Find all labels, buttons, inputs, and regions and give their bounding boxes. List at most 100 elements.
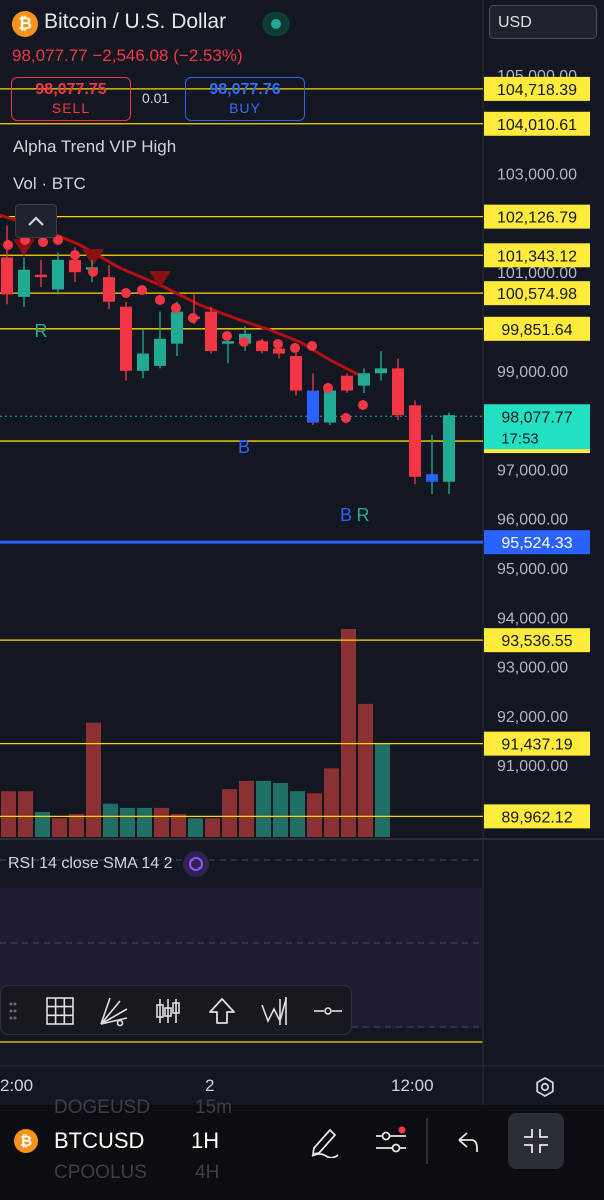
indicator-volume[interactable]: Vol · BTC — [13, 174, 86, 193]
candle-body — [426, 474, 438, 482]
gear-icon[interactable] — [534, 1076, 556, 1098]
market-status-icon[interactable] — [262, 12, 290, 36]
candle-body — [120, 306, 132, 371]
sliders-icon[interactable] — [374, 1126, 408, 1161]
collapse-icon[interactable] — [508, 1113, 564, 1169]
price-axis-tick: 95,000.00 — [497, 561, 568, 578]
volume-bar — [154, 807, 169, 837]
volume-bar — [324, 768, 339, 837]
currency-selector[interactable]: USD — [489, 5, 597, 39]
signal-dot — [256, 340, 266, 350]
candle-body — [69, 259, 81, 273]
candle-body — [307, 390, 319, 423]
volume-bar — [358, 703, 373, 837]
chevron-up-icon — [28, 216, 44, 226]
undo-icon[interactable] — [455, 1130, 481, 1159]
candle-body — [35, 274, 47, 278]
price-level-tag — [484, 243, 590, 268]
sell-label: SELL — [51, 100, 91, 116]
candle-body — [443, 415, 455, 482]
volume-bar — [273, 782, 288, 837]
watchlist-ghost-tf-2: 4H — [195, 1162, 220, 1183]
candles-icon[interactable] — [151, 994, 185, 1028]
support-level-tag — [484, 530, 590, 555]
price-axis-tick: 91,000.00 — [497, 758, 568, 775]
candle-body — [1, 257, 13, 295]
bitcoin-icon: ₿ — [14, 1129, 38, 1153]
price-axis-tick: 99,000.00 — [497, 364, 568, 381]
volume-bar — [120, 807, 135, 837]
price-level-label: 102,126.79 — [497, 210, 577, 227]
candle-body — [273, 348, 285, 354]
sell-button[interactable]: 98,077.75 SELL — [11, 77, 131, 121]
candle-body — [222, 341, 234, 344]
volume-bar — [307, 793, 322, 837]
price-axis-tick: 92,000.00 — [497, 709, 568, 726]
support-level-label: 95,524.33 — [501, 535, 572, 552]
buy-button[interactable]: 98,077.76 BUY — [185, 77, 305, 121]
current-price-tag — [484, 404, 590, 450]
collapse-indicators-button[interactable] — [15, 204, 57, 238]
countdown-label: 17:53 — [501, 430, 539, 447]
price-level-label: 104,718.39 — [497, 82, 577, 99]
signal-dot — [205, 325, 215, 335]
price-level-label: 101,343.12 — [497, 248, 577, 265]
time-label-1: 2 — [205, 1076, 215, 1095]
volume-bar — [18, 791, 33, 837]
trend-marker — [82, 249, 104, 266]
indicator-alpha-trend[interactable]: Alpha Trend VIP High — [13, 137, 177, 156]
volume-bar — [137, 807, 152, 837]
price-level-tag — [484, 204, 590, 229]
price-axis-tick: 101,000.00 — [497, 265, 577, 282]
horizontal-ray-icon[interactable] — [311, 994, 345, 1028]
volume-bar — [239, 780, 254, 837]
pencil-icon[interactable] — [308, 1124, 340, 1163]
price-axis-tick: 97,000.00 — [497, 462, 568, 479]
volume-bar — [171, 814, 186, 837]
fib-fan-icon[interactable] — [97, 994, 131, 1028]
price-level-tag — [484, 316, 590, 341]
signal-dot — [3, 240, 13, 250]
time-label-0: 2:00 — [0, 1076, 34, 1095]
candle-body — [137, 353, 149, 371]
price-level-label: 91,437.19 — [501, 737, 572, 754]
drawing-toolbar — [0, 985, 352, 1035]
price-level-label: 89,962.12 — [501, 809, 572, 826]
signal-dot — [121, 288, 131, 298]
grid-icon[interactable] — [43, 994, 77, 1028]
sell-price: 98,077.75 — [35, 81, 107, 98]
arrow-up-icon[interactable] — [205, 994, 239, 1028]
signal-dot — [155, 295, 165, 305]
pattern-icon[interactable] — [257, 994, 291, 1028]
rsi-indicator-legend[interactable]: RSI 14 close SMA 14 2 — [8, 850, 209, 878]
signal-dot — [171, 303, 181, 313]
candle-body — [409, 405, 421, 477]
volume-bar — [188, 818, 203, 837]
volume-bar — [69, 814, 84, 837]
watchlist-ghost-symbol-2: CPOOLUS — [54, 1162, 147, 1183]
signal-dot — [188, 313, 198, 323]
toolbar-drag-handle[interactable] — [9, 992, 17, 1030]
signal-label: B — [340, 505, 352, 525]
volume-bar — [290, 791, 305, 837]
candle-body — [18, 269, 30, 297]
candle-body — [341, 375, 353, 391]
volume-bar — [222, 789, 237, 837]
watchlist-ghost-tf: 15m — [195, 1097, 232, 1118]
signal-dot — [273, 339, 283, 349]
price-level-tag — [484, 76, 590, 101]
current-price-label: 98,077.77 — [501, 409, 572, 426]
price-level-tag — [484, 281, 590, 306]
signal-dot — [290, 343, 300, 353]
symbol-selector[interactable]: BTCUSD — [54, 1128, 145, 1153]
pane-divider — [0, 838, 604, 840]
timeframe-selector[interactable]: 1H — [191, 1128, 220, 1153]
signal-label: B — [238, 437, 250, 457]
alert-icon[interactable] — [182, 851, 209, 877]
candle-body — [358, 373, 370, 386]
candle-body — [171, 311, 183, 344]
trend-marker — [149, 271, 171, 288]
signal-dot — [137, 285, 147, 295]
spread-value: 0.01 — [142, 90, 170, 106]
symbol-title[interactable]: Bitcoin / U.S. Dollar — [44, 10, 227, 33]
